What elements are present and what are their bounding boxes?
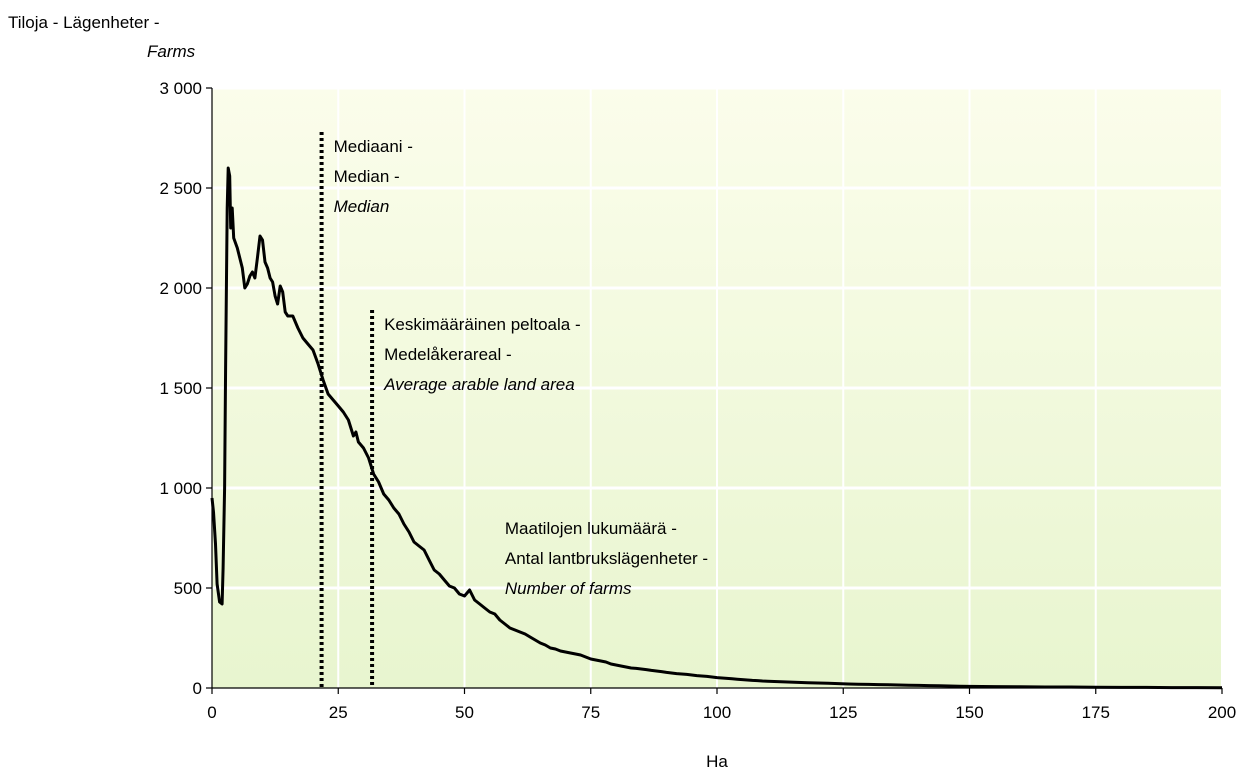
x-tick-label: 150	[955, 703, 983, 722]
y-axis-label-line2: Farms	[147, 42, 196, 61]
y-tick-label: 500	[174, 579, 202, 598]
annotation-label: Maatilojen lukumäärä -	[505, 519, 677, 538]
x-axis-label: Ha	[706, 752, 728, 771]
series-group	[210, 166, 1223, 690]
annotation-label: Average arable land area	[383, 375, 575, 394]
y-axis-label-line1: Tiloja - Lägenheter -	[8, 13, 160, 32]
annotation-label: Mediaani -	[334, 137, 413, 156]
x-tick-label: 0	[207, 703, 216, 722]
gridlines	[212, 86, 1223, 688]
annotation-label: Median -	[334, 167, 400, 186]
annotation-label: Number of farms	[505, 579, 632, 598]
annotation-label: Keskimääräinen peltoala -	[384, 315, 581, 334]
y-tick-label: 0	[193, 679, 202, 698]
annotation-label: Antal lantbrukslägenheter -	[505, 549, 708, 568]
y-tick-label: 1 000	[159, 479, 202, 498]
annotation-label: Median	[334, 197, 390, 216]
y-tick-label: 2 000	[159, 279, 202, 298]
y-tick-label: 3 000	[159, 79, 202, 98]
x-tick-label: 50	[455, 703, 474, 722]
x-tick-label: 75	[581, 703, 600, 722]
annotation-label: Medelåkerareal -	[384, 345, 512, 364]
x-tick-label: 25	[329, 703, 348, 722]
y-tick-label: 1 500	[159, 379, 202, 398]
x-tick-label: 100	[703, 703, 731, 722]
axes: 0 500 1 000 1 500 2 000 2 500 3 000 0 25 50 75 100 1…	[159, 79, 1236, 722]
annotations: Mediaani - Median - Median Keskimääräinen p…	[319, 132, 708, 688]
x-tick-label: 125	[829, 703, 857, 722]
x-tick-label: 175	[1082, 703, 1110, 722]
x-tick-label: 200	[1208, 703, 1236, 722]
y-tick-label: 2 500	[159, 179, 202, 198]
series-line	[210, 166, 1223, 690]
